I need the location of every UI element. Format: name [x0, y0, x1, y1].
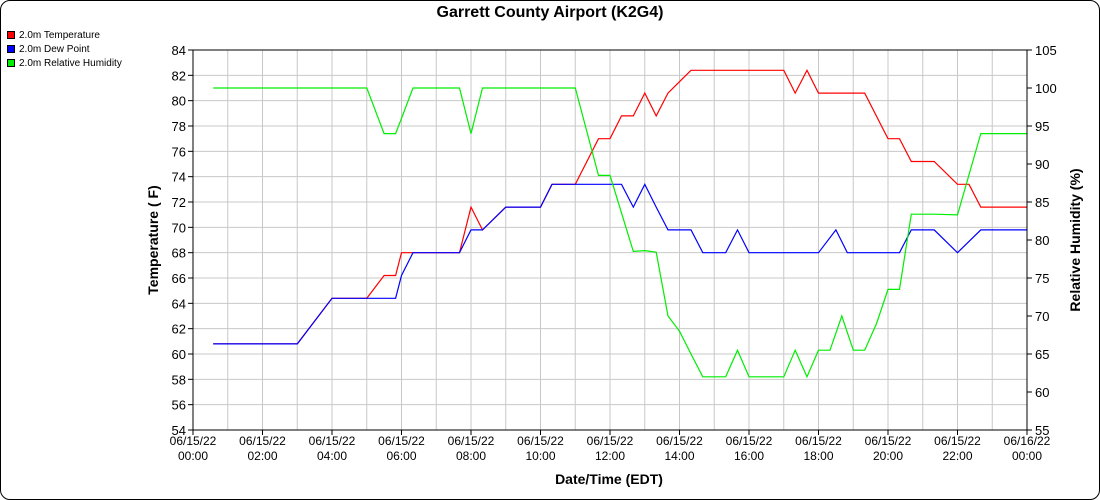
x-axis-ticks: 06/15/2200:0006/15/2202:0006/15/2204:000…: [170, 430, 1051, 463]
x-tick-label-date: 06/15/22: [309, 434, 356, 448]
relative-humidity-line: [213, 87, 1027, 379]
x-axis-title: Date/Time (EDT): [555, 471, 663, 487]
y-left-tick-label: 66: [172, 271, 186, 286]
y-right-tick-label: 60: [1035, 385, 1049, 400]
x-tick-label-date: 06/15/22: [517, 434, 564, 448]
y-right-tick-label: 70: [1035, 309, 1049, 324]
x-tick-label-time: 20:00: [873, 449, 903, 463]
x-tick-label-date: 06/15/22: [795, 434, 842, 448]
x-tick-label-date: 06/16/22: [1004, 434, 1051, 448]
y-left-tick-label: 64: [172, 296, 186, 311]
left-axis-ticks: 54 56 58 60 62 64 66 68 70 72 74 76 78 80 82 84: [172, 43, 193, 438]
y-left-tick-label: 80: [172, 94, 186, 109]
x-tick-label-date: 06/15/22: [587, 434, 634, 448]
x-tick-label-time: 00:00: [178, 449, 208, 463]
x-tick-label-date: 06/15/22: [378, 434, 425, 448]
y-right-tick-label: 100: [1035, 81, 1057, 96]
y-axis-right-title: Relative Humidity (%): [1067, 168, 1083, 311]
x-tick-label-date: 06/15/22: [934, 434, 981, 448]
x-tick-label-time: 22:00: [942, 449, 972, 463]
y-right-tick-label: 65: [1035, 347, 1049, 362]
y-left-tick-label: 62: [172, 322, 186, 337]
y-left-tick-label: 58: [172, 372, 186, 387]
legend-label-humidity: 2.0m Relative Humidity: [19, 57, 122, 69]
x-tick-label-date: 06/15/22: [726, 434, 773, 448]
y-right-tick-label: 80: [1035, 233, 1049, 248]
x-tick-label-time: 00:00: [1012, 449, 1042, 463]
dew-point-line: [213, 182, 1027, 345]
y-right-tick-label: 90: [1035, 157, 1049, 172]
x-tick-label-time: 10:00: [525, 449, 555, 463]
legend-item-dew-point: 2.0m Dew Point: [7, 42, 122, 56]
x-tick-label-date: 06/15/22: [170, 434, 217, 448]
x-tick-label-time: 18:00: [803, 449, 833, 463]
y-left-tick-label: 60: [172, 347, 186, 362]
x-tick-label-time: 08:00: [456, 449, 486, 463]
x-tick-label-date: 06/15/22: [448, 434, 495, 448]
y-left-tick-label: 78: [172, 119, 186, 134]
legend-item-humidity: 2.0m Relative Humidity: [7, 56, 122, 70]
x-tick-label-time: 06:00: [386, 449, 416, 463]
x-tick-label-date: 06/15/22: [656, 434, 703, 448]
y-left-tick-label: 76: [172, 144, 186, 159]
x-tick-label-time: 16:00: [734, 449, 764, 463]
grid: [192, 49, 1028, 431]
y-left-tick-label: 82: [172, 68, 186, 83]
right-axis-ticks: 55 60 65 70 75 80 85 90 95 100 105: [1027, 43, 1057, 438]
y-left-tick-label: 72: [172, 195, 186, 210]
y-left-tick-label: 68: [172, 246, 186, 261]
y-right-tick-label: 55: [1035, 423, 1049, 438]
series-group: [213, 68, 1027, 379]
legend-label-temperature: 2.0m Temperature: [19, 29, 100, 41]
legend-label-dew-point: 2.0m Dew Point: [19, 43, 90, 55]
legend: 2.0m Temperature 2.0m Dew Point 2.0m Rel…: [7, 28, 122, 70]
y-right-tick-label: 75: [1035, 271, 1049, 286]
y-right-tick-label: 95: [1035, 119, 1049, 134]
x-tick-label-time: 02:00: [247, 449, 277, 463]
x-tick-label-time: 04:00: [317, 449, 347, 463]
temperature-line: [213, 68, 1027, 345]
y-axis-left-title: Temperature ( F): [145, 185, 161, 294]
y-left-tick-label: 74: [172, 170, 186, 185]
x-tick-label-time: 12:00: [595, 449, 625, 463]
y-left-tick-label: 54: [172, 423, 186, 438]
y-left-tick-label: 70: [172, 220, 186, 235]
chart-title: Garrett County Airport (K2G4): [436, 4, 664, 21]
y-left-tick-label: 84: [172, 43, 186, 58]
x-tick-label-date: 06/15/22: [865, 434, 912, 448]
y-right-tick-label: 105: [1035, 43, 1057, 58]
x-tick-label-date: 06/15/22: [239, 434, 286, 448]
legend-swatch-humidity: [7, 59, 15, 67]
legend-swatch-dew-point: [7, 45, 15, 53]
x-tick-label-time: 14:00: [664, 449, 694, 463]
legend-item-temperature: 2.0m Temperature: [7, 28, 122, 42]
y-right-tick-label: 85: [1035, 195, 1049, 210]
legend-swatch-temperature: [7, 31, 15, 39]
y-left-tick-label: 56: [172, 398, 186, 413]
